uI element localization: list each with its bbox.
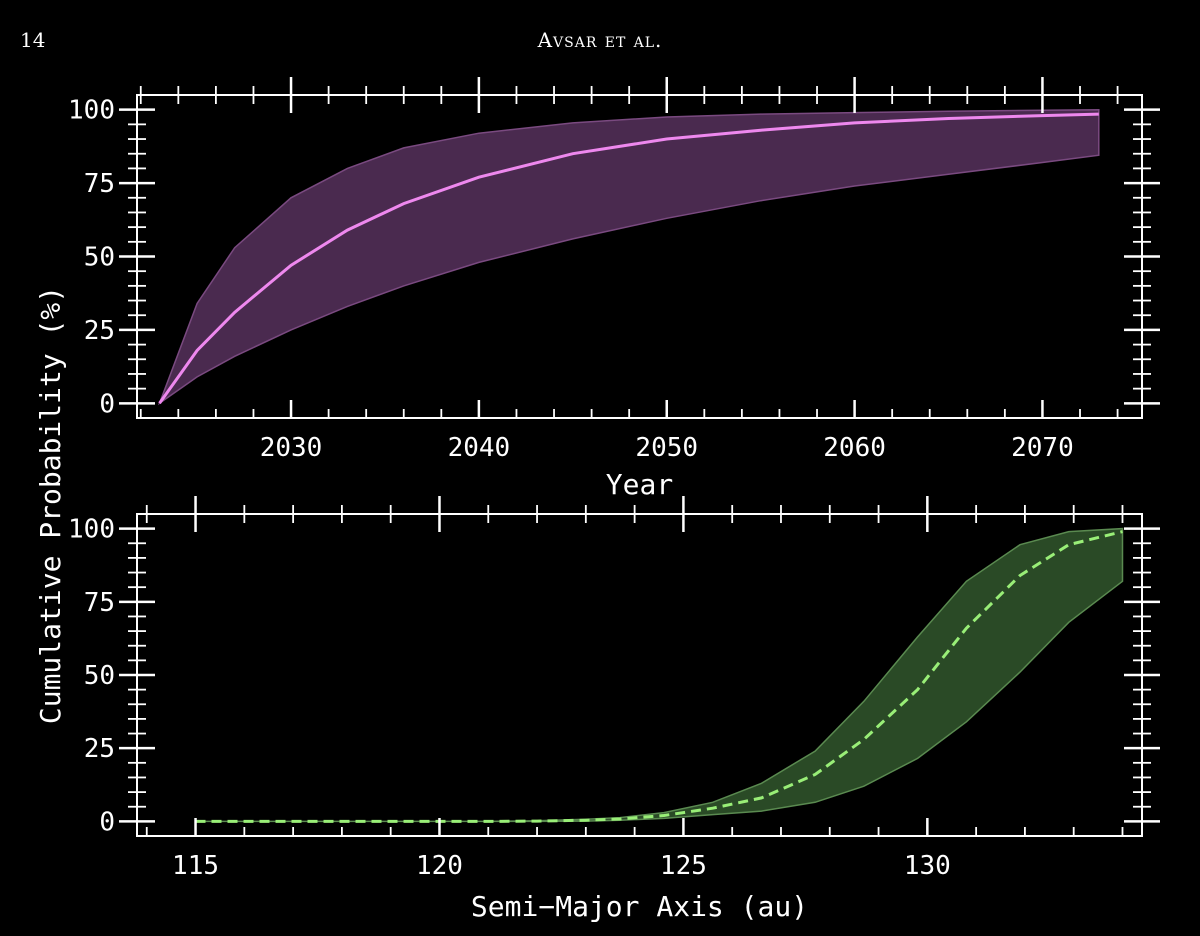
x-axis-label: Semi−Major Axis (au) xyxy=(471,890,808,923)
y-tick-label: 50 xyxy=(84,661,115,691)
year-probability-plot: 2030 2040 2050 2060 2070 0 25 50 75 100 Year xyxy=(68,77,1160,501)
y-tick-label: 100 xyxy=(68,96,115,126)
median-line xyxy=(195,530,1123,823)
confidence-band xyxy=(195,527,1124,823)
x-tick-label: 2030 xyxy=(260,433,323,463)
page-number: 14 xyxy=(20,28,46,52)
y-tick-label: 0 xyxy=(99,807,115,837)
y-tick-label: 25 xyxy=(84,734,115,764)
y-tick-label: 50 xyxy=(84,243,115,273)
running-head: Avsar et al. xyxy=(537,28,663,52)
y-tick-label: 100 xyxy=(68,515,115,545)
y-tick-label: 0 xyxy=(99,389,115,419)
x-tick-label: 115 xyxy=(172,851,219,881)
y-tick-label: 25 xyxy=(84,316,115,346)
x-tick-label: 125 xyxy=(660,851,707,881)
confidence-band xyxy=(157,108,1100,406)
x-axis-label: Year xyxy=(606,468,673,501)
y-tick-label: 75 xyxy=(84,588,115,618)
x-tick-label: 2060 xyxy=(823,433,886,463)
x-tick-label: 2050 xyxy=(635,433,698,463)
y-tick-label: 75 xyxy=(84,169,115,199)
x-tick-label: 2040 xyxy=(448,433,511,463)
x-tick-label: 130 xyxy=(904,851,951,881)
semimajor-axis-probability-plot: 115 120 125 130 0 25 50 75 100 Semi−Major Axis (a… xyxy=(68,496,1160,923)
x-tick-label: 2070 xyxy=(1011,433,1074,463)
y-axis-label: Cumulative Probability (%) xyxy=(34,286,67,724)
median-line xyxy=(158,112,1099,405)
x-tick-label: 120 xyxy=(416,851,463,881)
